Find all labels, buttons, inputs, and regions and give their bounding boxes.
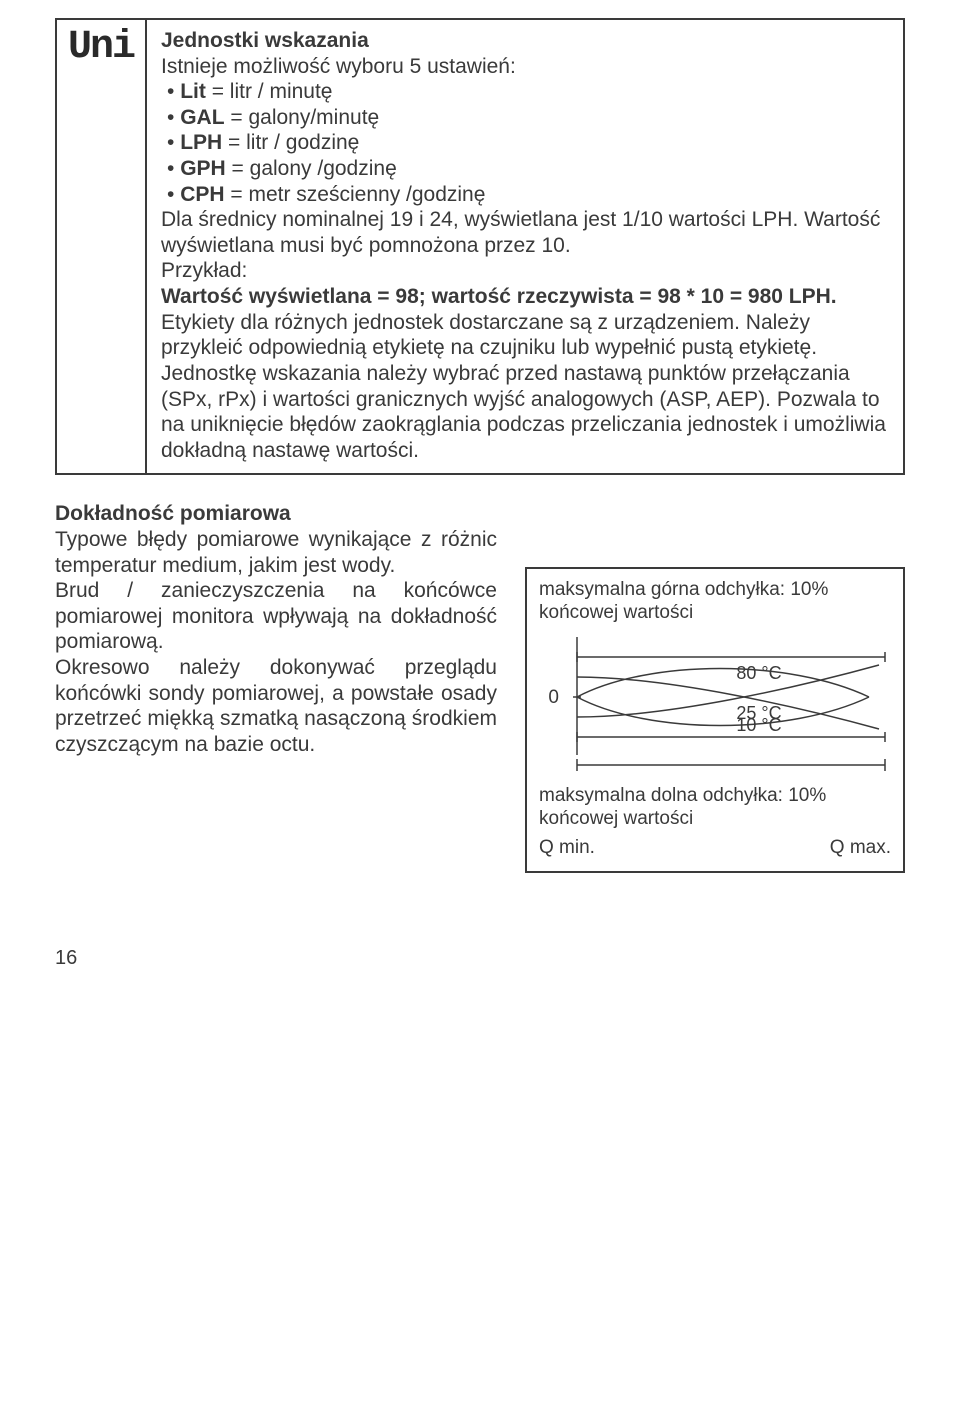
chart-top-label: maksymalna górna odchyłka: 10% końcowej … (539, 579, 891, 625)
units-labels-text: Etykiety dla różnych jednostek dostarcza… (161, 310, 889, 361)
unit-code: GAL (180, 106, 224, 129)
accuracy-text: Dokładność pomiarowa Typowe błędy pomiar… (55, 501, 497, 757)
accuracy-p2: Brud / zanieczyszczenia na końcówce pomi… (55, 578, 497, 655)
unit-desc: = galony/minutę (230, 106, 379, 129)
list-item: CPH = metr sześcienny /godzinę (167, 182, 889, 208)
unit-desc: = litr / minutę (212, 80, 333, 103)
units-selection-text: Jednostkę wskazania należy wybrać przed … (161, 361, 889, 463)
unit-code: GPH (180, 157, 226, 180)
units-list: Lit = litr / minutę GAL = galony/minutę … (161, 79, 889, 207)
list-item: LPH = litr / godzinę (167, 130, 889, 156)
page-number: 16 (55, 947, 905, 970)
deviation-chart-box: maksymalna górna odchyłka: 10% końcowej … (525, 567, 905, 873)
accuracy-p1: Typowe błędy pomiarowe wynikające z różn… (55, 527, 497, 578)
unit-code: Lit (180, 80, 206, 103)
units-note1: Dla średnicy nominalnej 19 i 24, wyświet… (161, 207, 889, 258)
unit-desc: = metr sześcienny /godzinę (230, 183, 485, 206)
accuracy-p3: Okresowo należy dokonywać przeglądu końc… (55, 655, 497, 757)
lcd-label: Uni (68, 26, 134, 68)
qmin-label: Q min. (539, 837, 595, 860)
svg-text:80 °C: 80 °C (736, 663, 781, 683)
svg-text:10 °C: 10 °C (736, 715, 781, 735)
unit-code: LPH (180, 131, 222, 154)
unit-code: CPH (180, 183, 224, 206)
unit-desc: = galony /godzinę (232, 157, 397, 180)
list-item: GAL = galony/minutę (167, 105, 889, 131)
qmax-label: Q max. (830, 837, 891, 860)
units-example-text: Wartość wyświetlana = 98; wartość rzeczy… (161, 284, 889, 310)
units-heading: Jednostki wskazania (161, 28, 889, 54)
svg-text:0: 0 (548, 687, 559, 708)
chart-bottom-label: maksymalna dolna odchyłka: 10% końcowej … (539, 785, 891, 831)
deviation-chart: 080 °C25 °C10 °C (539, 629, 891, 779)
list-item: Lit = litr / minutę (167, 79, 889, 105)
units-intro: Istnieje możliwość wyboru 5 ustawień: (161, 54, 889, 80)
list-item: GPH = galony /godzinę (167, 156, 889, 182)
units-example-label: Przykład: (161, 258, 889, 284)
units-table: Uni Jednostki wskazania Istnieje możliwo… (55, 18, 905, 475)
units-description: Jednostki wskazania Istnieje możliwość w… (147, 20, 903, 473)
unit-desc: = litr / godzinę (228, 131, 359, 154)
lcd-cell: Uni (57, 20, 147, 473)
accuracy-title: Dokładność pomiarowa (55, 501, 497, 527)
accuracy-section: Dokładność pomiarowa Typowe błędy pomiar… (55, 501, 905, 873)
chart-svg: 080 °C25 °C10 °C (539, 629, 893, 779)
